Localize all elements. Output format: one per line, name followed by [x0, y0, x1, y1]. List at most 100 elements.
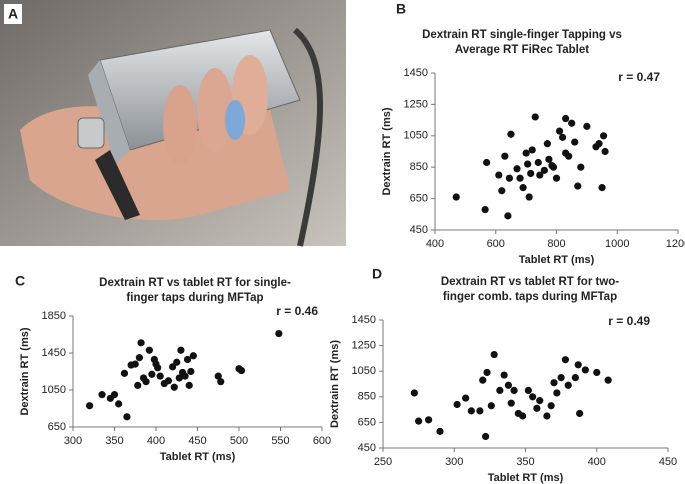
y-tick-label: 1450: [404, 67, 428, 79]
x-tick-label: 250: [374, 456, 392, 468]
x-axis-label: Tablet RT (ms): [160, 451, 236, 463]
photo: A: [0, 0, 346, 247]
point: [599, 132, 608, 140]
y-tick-label: 1450: [352, 314, 376, 326]
x-tick-label: 1000: [605, 238, 629, 250]
panel-label: D: [372, 266, 382, 282]
x-tick-label: 800: [547, 238, 565, 250]
y-tick-label: 1050: [42, 384, 66, 396]
point: [481, 205, 489, 214]
y-tick-label: 1850: [42, 310, 66, 322]
point: [510, 386, 518, 394]
annotation: r = 0.46: [276, 304, 318, 318]
x-tick-label: 550: [271, 435, 289, 447]
y-tick-label: 650: [358, 416, 376, 428]
point: [545, 155, 553, 163]
point: [562, 114, 570, 123]
point: [504, 212, 512, 220]
point: [524, 160, 532, 168]
panel-label: B: [396, 1, 406, 17]
point: [501, 152, 509, 160]
x-tick-label: 1200: [666, 238, 685, 250]
point: [110, 391, 119, 399]
point: [536, 171, 544, 179]
x-tick-label: 350: [516, 456, 534, 468]
point: [550, 379, 558, 387]
x-tick-label: 600: [313, 435, 331, 447]
chart-title: Dextrain RT vs tablet RT for single-: [99, 277, 291, 289]
point: [536, 397, 544, 405]
point: [552, 174, 561, 182]
chart-title: Dextrain RT single-finger Tapping vs: [422, 29, 622, 41]
point: [131, 360, 139, 368]
point: [513, 165, 521, 173]
point: [595, 140, 603, 148]
point: [555, 127, 564, 135]
y-tick-label: 1050: [352, 365, 376, 377]
point: [601, 147, 609, 156]
point: [189, 352, 197, 360]
point: [173, 358, 181, 366]
point: [528, 146, 536, 154]
point: [482, 432, 490, 441]
point: [507, 130, 515, 138]
y-tick-label: 1450: [42, 347, 66, 359]
point: [187, 367, 195, 376]
panel-label: C: [15, 273, 25, 289]
point: [540, 166, 548, 174]
chart-title: finger comb. taps during MFTap: [443, 291, 617, 303]
chart: B Dextrain RT single-finger Tapping vs Ave…: [381, 1, 685, 266]
point: [453, 400, 461, 409]
point: [522, 149, 530, 157]
point: [519, 184, 527, 192]
point: [564, 381, 572, 389]
point: [415, 417, 423, 425]
point: [467, 407, 475, 415]
point: [490, 350, 498, 359]
x-tick-label: 350: [105, 435, 123, 447]
point: [217, 378, 225, 386]
y-tick-label: 1250: [352, 340, 376, 352]
point: [169, 363, 177, 371]
point: [145, 346, 153, 354]
point: [543, 140, 551, 148]
point: [98, 391, 106, 399]
point: [533, 404, 541, 412]
y-tick-label: 650: [48, 421, 66, 433]
point: [185, 381, 193, 389]
point: [214, 372, 222, 380]
chart-title: finger taps during MFTap: [126, 292, 263, 304]
point: [135, 354, 143, 362]
point: [531, 113, 539, 121]
point: [487, 402, 495, 410]
annotation: r = 0.47: [618, 70, 660, 84]
point: [436, 427, 444, 435]
point: [123, 413, 131, 421]
point: [462, 394, 470, 402]
x-tick-label: 500: [230, 435, 248, 447]
x-tick-label: 400: [147, 435, 165, 447]
point: [583, 122, 591, 130]
point: [543, 412, 551, 420]
point: [525, 193, 533, 201]
chart: D Dextrain RT vs tablet RT for two-finger…: [329, 266, 677, 484]
x-tick-label: 300: [445, 456, 463, 468]
annotation: r = 0.49: [608, 314, 650, 328]
point: [177, 346, 185, 354]
point: [496, 386, 504, 394]
y-tick-label: 1050: [404, 130, 428, 142]
point: [156, 372, 164, 380]
point: [142, 378, 150, 386]
point: [534, 158, 542, 167]
y-axis-label: Dextrain RT (ms): [329, 340, 341, 428]
x-tick-label: 400: [426, 238, 444, 250]
y-tick-label: 450: [410, 224, 428, 236]
y-tick-label: 850: [358, 391, 376, 403]
point: [598, 184, 606, 192]
point: [519, 412, 527, 420]
point: [557, 374, 565, 382]
point: [115, 400, 123, 408]
x-tick-label: 450: [659, 456, 677, 468]
point: [558, 133, 567, 141]
x-axis-label: Tablet RT (ms): [488, 472, 564, 484]
